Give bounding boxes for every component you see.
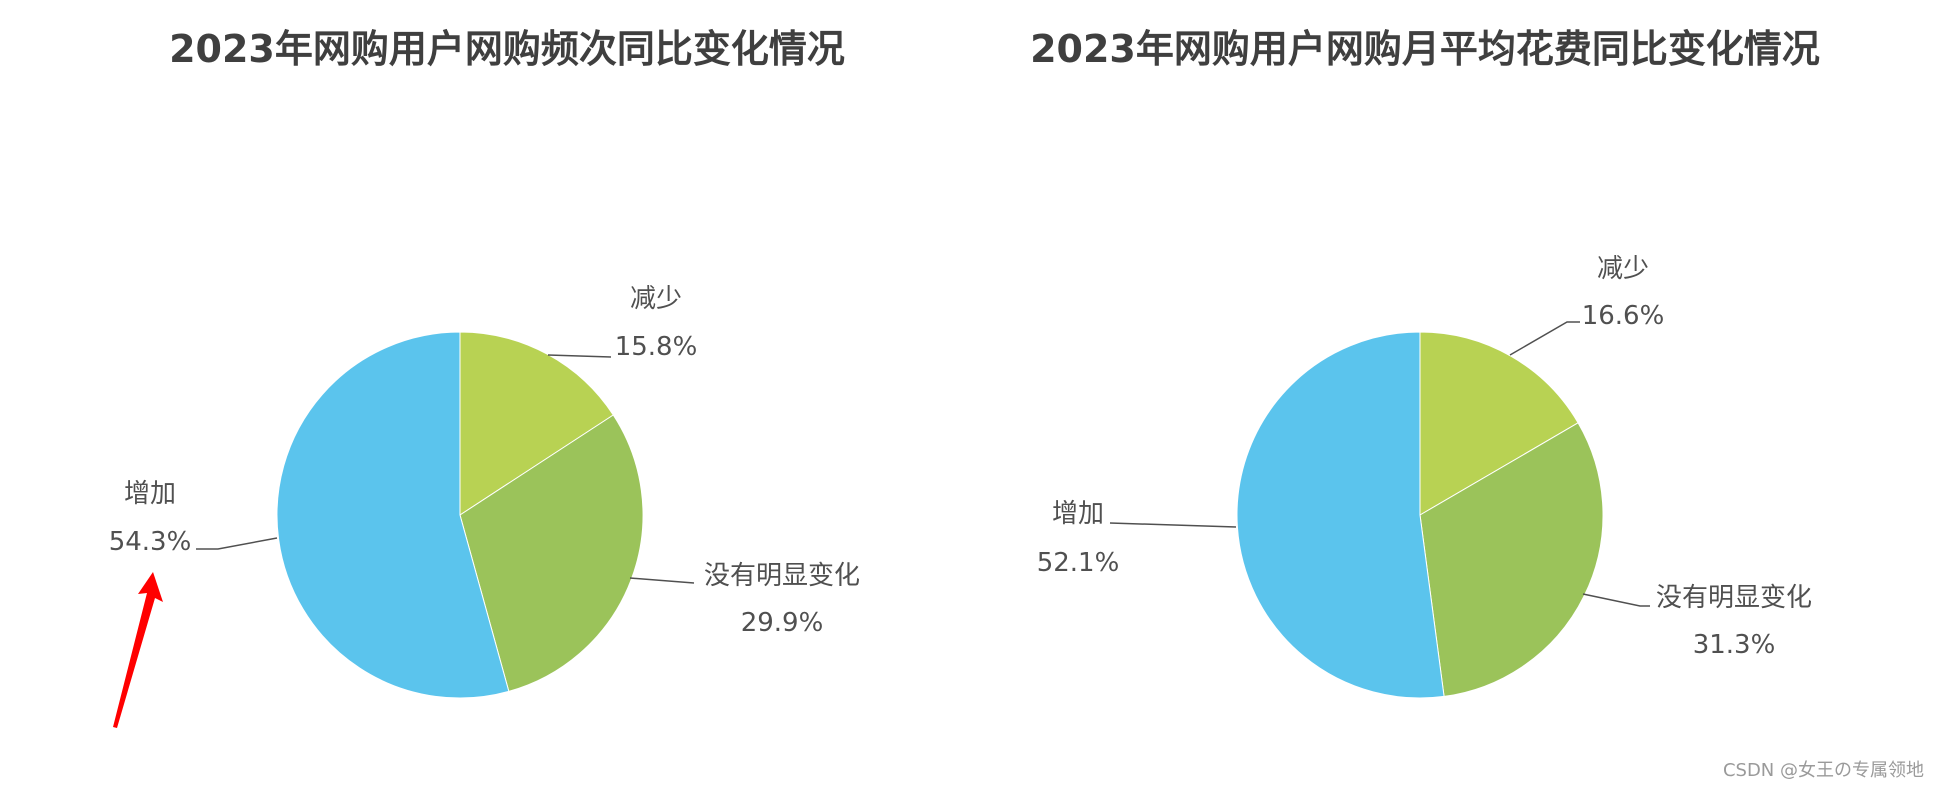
slice-value-decrease: 15.8% [615,332,698,362]
slice-label-increase: 增加 [1052,499,1104,529]
pie-slices [1236,331,1604,699]
slice-value-no-change: 31.3% [1693,630,1776,660]
pie-slices [276,331,644,699]
red-arrow-annotation [113,572,163,728]
leader-line-decrease [1509,321,1580,356]
pie-slice-no-change [459,414,644,692]
pie-slice-increase [276,331,510,699]
leader-line-decrease [547,354,612,358]
chart-title: 2023年网购用户网购月平均花费同比变化情况 [1030,27,1820,71]
pie-slice-decrease [1419,331,1579,516]
slice-label-increase: 增加 [124,479,176,509]
pie-slice-decrease [459,331,614,516]
slice-value-decrease: 16.6% [1582,301,1665,331]
watermark: CSDN @女王の专属领地 [1722,760,1924,781]
slice-label-decrease: 减少 [630,284,682,314]
leader-line-no-change [1582,593,1650,607]
leader-line-increase [1109,522,1237,528]
slice-label-decrease: 减少 [1597,254,1649,284]
pie-chart-frequency: 2023年网购用户网购频次同比变化情况 减少 15.8% 没有明显变化 29.9… [109,27,860,699]
pie-chart-monthly-spend: 2023年网购用户网购月平均花费同比变化情况 减少 16.6% 没有明显变化 3… [1030,27,1820,699]
slice-value-increase: 52.1% [1037,548,1120,578]
leader-line-increase [196,537,278,550]
slice-label-no-change: 没有明显变化 [704,561,860,591]
pie-slice-no-change [1419,422,1604,697]
slice-label-no-change: 没有明显变化 [1656,583,1812,613]
chart-title: 2023年网购用户网购频次同比变化情况 [169,27,845,71]
leader-line-no-change [629,577,695,584]
pie-slice-increase [1236,331,1445,699]
slice-value-no-change: 29.9% [741,608,824,638]
slice-value-increase: 54.3% [109,527,192,557]
